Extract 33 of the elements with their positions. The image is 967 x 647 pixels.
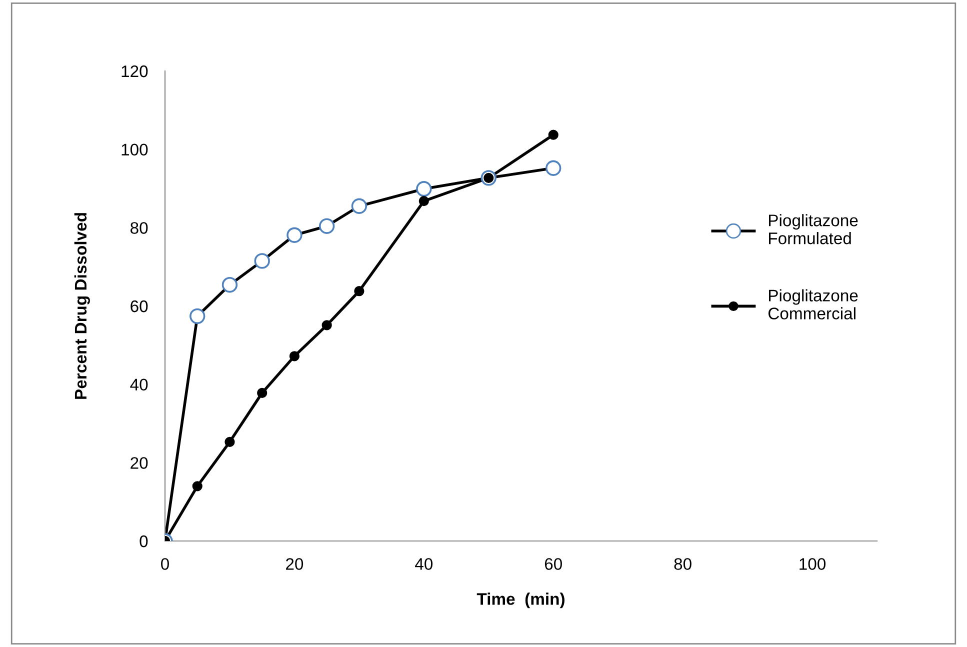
point [224,436,235,447]
point [222,277,238,293]
point [418,196,429,206]
y-axis-title: Percent Drug Dissolved [74,213,90,399]
y-tick-label: 120 [122,65,148,78]
legend-label: Pioglitazone Formulated [769,214,858,244]
x-tick-label: 20 [286,558,304,570]
point [286,227,302,243]
y-tick-label: 60 [130,300,148,312]
point [546,160,562,176]
point [354,286,364,296]
y-tick-label: 100 [122,144,148,156]
point [416,181,432,197]
x-tick-label: 60 [544,558,562,570]
point [190,308,206,324]
point [548,130,558,140]
point [254,253,270,269]
x-tick-label: 80 [674,558,692,570]
y-tick-label: 80 [130,222,148,234]
legend-label: Pioglitazone Commercial [768,289,858,320]
point [322,320,332,330]
point [318,218,335,234]
point [257,388,268,398]
point [192,481,202,492]
y-tick-label: 20 [130,457,148,469]
point [351,198,368,214]
x-axis-title: Time (min) [476,592,564,608]
x-tick-label: 40 [415,558,433,570]
y-tick-label: 40 [130,378,148,391]
x-tick-label: 0 [161,558,169,570]
x-tick-label: 100 [800,558,826,570]
point [289,351,300,362]
y-tick-label: 0 [140,535,148,548]
